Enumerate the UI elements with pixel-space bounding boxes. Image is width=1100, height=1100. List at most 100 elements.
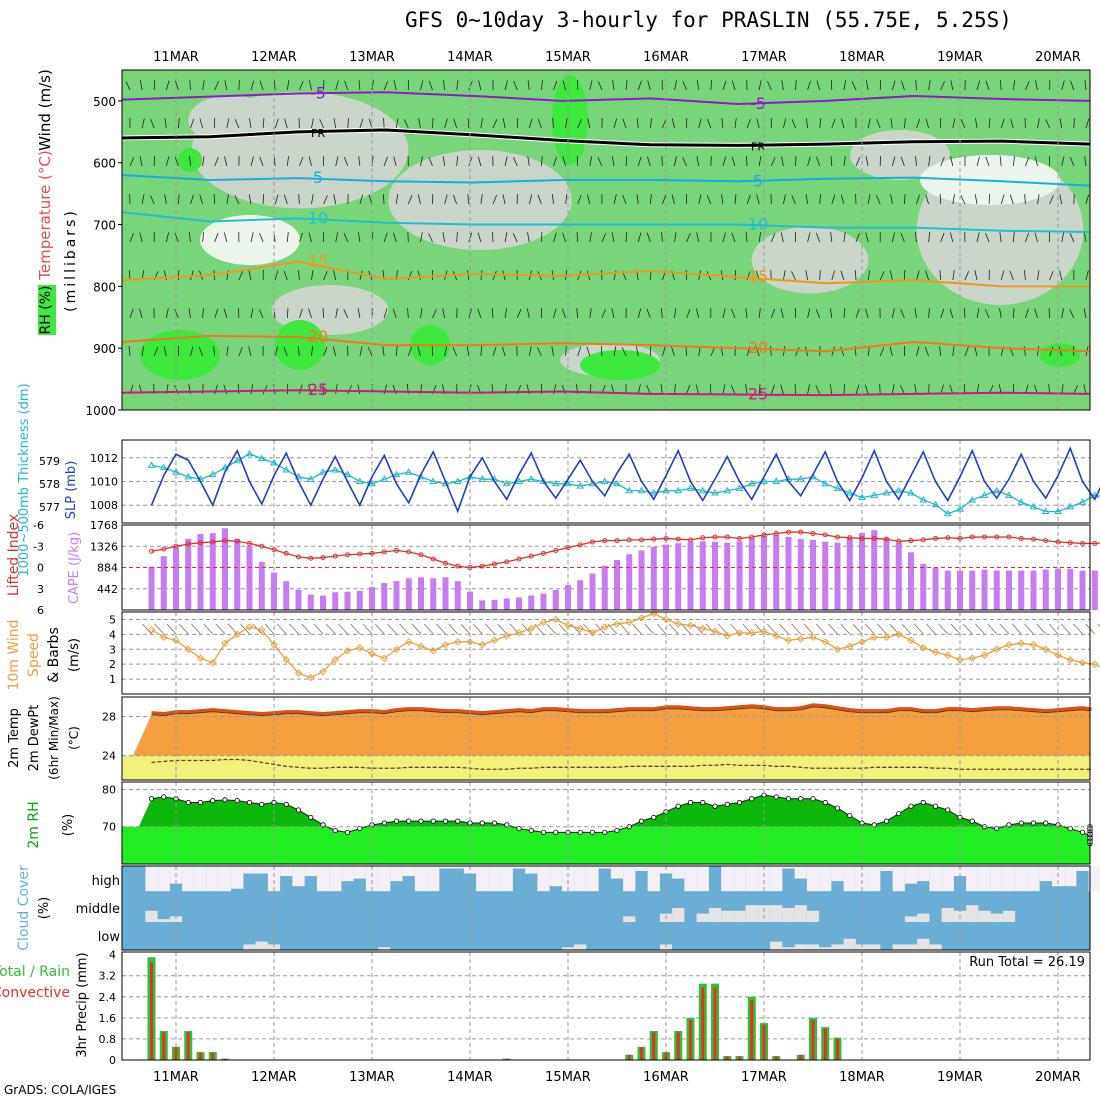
cloud-cover-bar xyxy=(966,905,979,922)
wind-barb xyxy=(649,118,653,129)
wind-barb xyxy=(323,346,328,357)
cloud-cover-bar xyxy=(733,910,746,922)
wind-barb xyxy=(407,346,412,357)
thickness-point xyxy=(331,466,340,473)
wind-barb xyxy=(841,118,845,129)
wind-barb xyxy=(780,308,784,319)
cloud-cover-bar xyxy=(696,913,709,922)
wind-speed-point xyxy=(172,636,180,645)
lifted-index-point xyxy=(369,550,375,556)
cape-bar xyxy=(638,550,645,610)
cloud-cover-bar xyxy=(733,866,746,892)
wind-barb xyxy=(985,80,990,91)
wind-barb-10m xyxy=(668,623,679,635)
cloud-cover-bar xyxy=(831,866,844,882)
wind-barb xyxy=(854,270,857,281)
wind-barb xyxy=(974,346,978,357)
wind-barb-10m xyxy=(656,623,667,635)
li-tick-label: -6 xyxy=(33,519,44,532)
precip-convective-bar xyxy=(505,1058,509,1060)
wind-barb xyxy=(915,80,917,91)
wind-barb xyxy=(392,308,397,319)
lifted-index-point xyxy=(957,535,963,541)
wind-barb xyxy=(513,80,518,91)
wind-barb xyxy=(1085,270,1089,281)
wind-barb xyxy=(214,384,218,395)
wind-barb xyxy=(311,346,314,357)
rh2m-point xyxy=(393,818,400,824)
wind-barb xyxy=(1034,156,1038,167)
wind-barb xyxy=(1069,156,1075,167)
lifted-index-point xyxy=(1043,538,1049,544)
wind-barb-10m xyxy=(485,623,495,635)
wind-barb xyxy=(682,81,687,91)
wind-barb xyxy=(646,232,651,243)
cape-tick-label: 1768 xyxy=(90,519,118,532)
wind-speed-point xyxy=(858,638,866,646)
wind-barb-10m xyxy=(166,623,177,635)
wind-barb-10m xyxy=(1073,623,1083,635)
wind-barb xyxy=(904,194,906,205)
wind-barb-10m xyxy=(779,623,789,635)
wind-barb xyxy=(189,80,191,91)
wind-barb xyxy=(214,308,219,319)
wind-barb xyxy=(347,118,349,129)
cloud-cover-bar xyxy=(267,866,281,892)
wind-barb xyxy=(164,118,167,129)
day-tick-label: 18MAR xyxy=(839,50,885,65)
cloud-cover-bar xyxy=(917,913,930,922)
wind-barb xyxy=(1070,80,1075,91)
wind-barb xyxy=(283,270,288,281)
thickness-point xyxy=(735,484,744,491)
wind-barb xyxy=(576,308,579,319)
wind-speed-point xyxy=(160,633,168,642)
wind-barb xyxy=(480,346,483,357)
lifted-index-point xyxy=(492,561,497,567)
wind-speed-point xyxy=(380,654,388,662)
wind-barb xyxy=(783,346,786,357)
thickness-point xyxy=(380,475,389,482)
wind-speed-point xyxy=(735,629,744,637)
wind-barb-10m xyxy=(1060,623,1071,635)
wind-barb xyxy=(371,80,374,91)
wind-barb xyxy=(1073,118,1075,129)
lifted-index-point xyxy=(479,563,485,569)
wind-barb xyxy=(671,346,675,357)
wind-barb-10m xyxy=(717,623,728,635)
wind-barb xyxy=(129,308,134,319)
wind-barb xyxy=(731,232,736,243)
wind-barb xyxy=(601,233,607,243)
wind-speed-point xyxy=(503,632,511,640)
rh2m-point xyxy=(834,805,841,811)
cloud-cover-bar xyxy=(978,910,991,922)
wind-barb xyxy=(153,346,159,357)
wind-barb xyxy=(939,194,942,205)
wind-barb xyxy=(453,194,458,205)
cape-bar xyxy=(699,541,706,610)
rh2m-point xyxy=(455,818,461,824)
rh2m-point xyxy=(234,798,240,804)
wind-barb xyxy=(466,346,470,357)
wind-barb xyxy=(214,81,219,91)
lifted-index-point xyxy=(296,554,301,560)
cloud-cover-bar xyxy=(721,910,734,922)
wind-barb xyxy=(513,157,518,167)
wind-barb xyxy=(1048,384,1050,395)
lifted-index-point xyxy=(663,535,669,541)
rh2m-point xyxy=(161,794,167,800)
wind-barb xyxy=(527,156,530,167)
lifted-index-point xyxy=(712,534,718,540)
thickness-point xyxy=(245,449,254,457)
isotherm-line xyxy=(121,260,1090,288)
wind-barb xyxy=(541,80,543,91)
slp-tick-label: 1008 xyxy=(90,499,118,512)
isotherm-line xyxy=(121,334,1091,353)
wind-barb xyxy=(710,156,712,167)
wind-barb xyxy=(999,156,1002,167)
li-tick-label: 0 xyxy=(37,562,44,575)
wind-barb xyxy=(283,194,288,205)
day-tick-label: 15MAR xyxy=(545,50,591,65)
wind-speed-point xyxy=(882,633,891,642)
cape-bar xyxy=(650,547,657,610)
wind-barb xyxy=(1069,309,1075,319)
